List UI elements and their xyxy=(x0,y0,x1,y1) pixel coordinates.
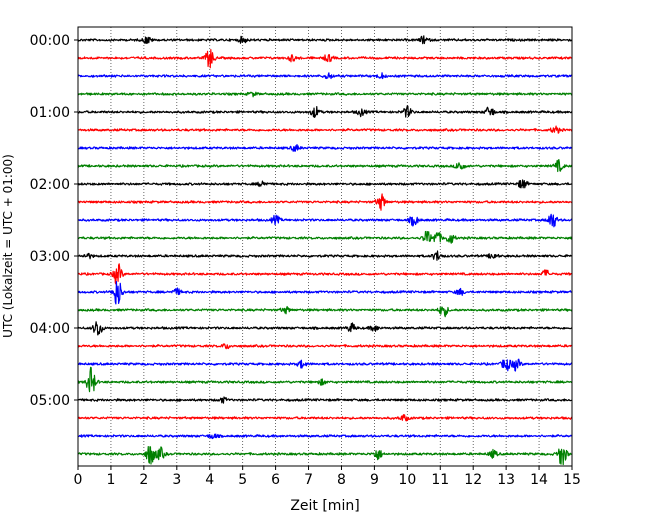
trace-0430 xyxy=(77,358,573,372)
x-tick-label-15: 15 xyxy=(563,472,581,488)
plot-background xyxy=(78,27,572,466)
trace-0115 xyxy=(77,125,573,134)
x-tick-label-10: 10 xyxy=(398,472,416,488)
x-tick-label-2: 2 xyxy=(139,472,148,488)
trace-0045 xyxy=(77,91,573,98)
x-tick-label-7: 7 xyxy=(304,472,313,488)
trace-0515 xyxy=(77,414,573,422)
trace-0000 xyxy=(77,35,573,45)
trace-0330 xyxy=(77,281,573,305)
trace-0015 xyxy=(77,49,573,69)
x-tick-label-3: 3 xyxy=(172,472,181,488)
trace-0445 xyxy=(77,366,573,393)
y-tick-label-1: 01:00 xyxy=(30,105,70,121)
trace-0315 xyxy=(77,263,573,285)
x-tick-label-5: 5 xyxy=(238,472,247,488)
trace-0300 xyxy=(77,250,573,261)
x-tick-label-11: 11 xyxy=(431,472,449,488)
y-tick-label-0: 00:00 xyxy=(30,33,70,49)
x-tick-label-14: 14 xyxy=(530,472,548,488)
trace-0245 xyxy=(77,230,573,244)
x-tick-label-9: 9 xyxy=(370,472,379,488)
x-tick-label-4: 4 xyxy=(205,472,214,488)
trace-0500 xyxy=(77,396,573,404)
seismogram-traces xyxy=(77,35,573,466)
trace-0215 xyxy=(77,193,573,211)
trace-0230 xyxy=(77,213,573,228)
x-tick-label-6: 6 xyxy=(271,472,280,488)
x-tick-label-8: 8 xyxy=(337,472,346,488)
y-tick-label-2: 02:00 xyxy=(30,177,70,193)
trace-0400 xyxy=(77,321,573,336)
x-tick-label-13: 13 xyxy=(497,472,515,488)
trace-0415 xyxy=(77,343,573,350)
plot-frame xyxy=(77,26,573,467)
trace-0130 xyxy=(77,143,573,152)
trace-0100 xyxy=(77,105,573,118)
trace-0545 xyxy=(77,445,573,466)
trace-0345 xyxy=(77,305,573,318)
trace-0200 xyxy=(77,179,573,189)
x-axis-ticks: 0 1 2 3 4 5 6 7 8 9 10 11 12 13 14 15 xyxy=(74,466,581,488)
x-tick-label-0: 0 xyxy=(74,472,83,488)
y-axis-ticks: 00:00 01:00 02:00 03:00 04:00 05:00 xyxy=(30,33,78,409)
y-axis-title: UTC (Lokalzeit = UTC + 01:00) xyxy=(1,154,15,338)
y-tick-label-3: 03:00 xyxy=(30,249,70,265)
x-tick-label-1: 1 xyxy=(106,472,115,488)
y-tick-label-4: 04:00 xyxy=(30,321,70,337)
grid-lines xyxy=(110,27,540,466)
x-tick-label-12: 12 xyxy=(464,472,482,488)
x-axis-title: Zeit [min] xyxy=(290,498,359,514)
trace-0530 xyxy=(77,433,573,440)
trace-0030 xyxy=(77,72,573,80)
trace-0145 xyxy=(77,159,573,173)
y-tick-label-5: 05:00 xyxy=(30,393,70,409)
